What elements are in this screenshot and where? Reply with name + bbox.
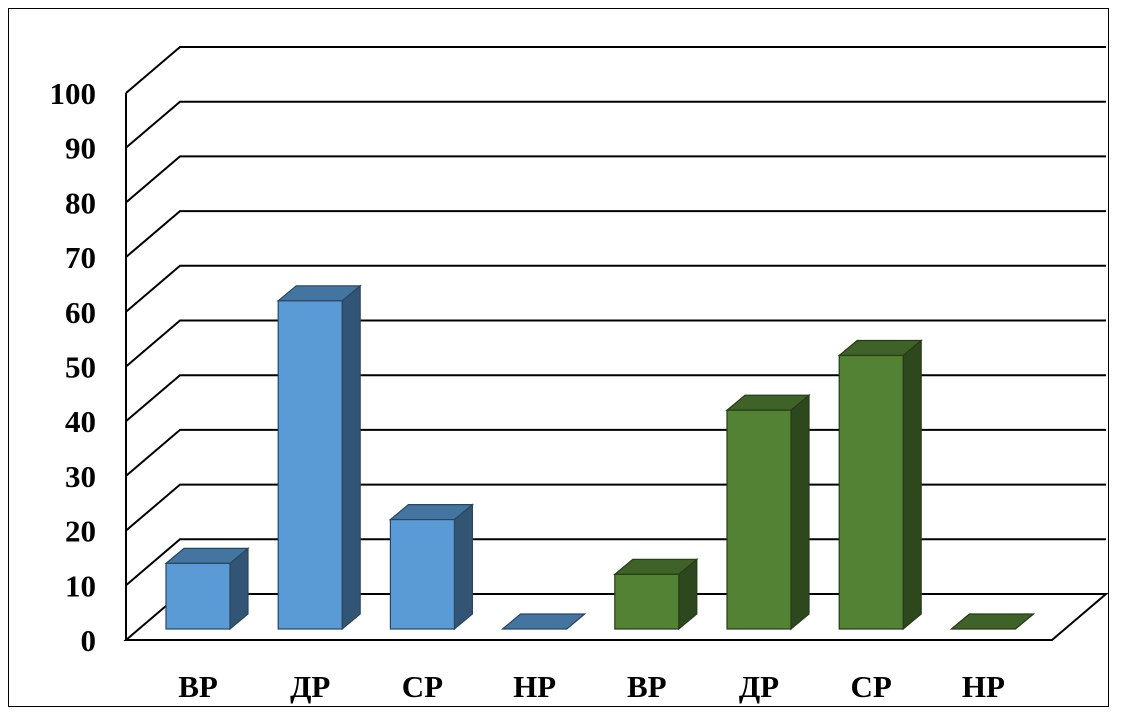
x-tick-label: ДР [739,669,779,704]
y-tick-label: 50 [65,350,96,385]
bar-side [790,393,810,631]
gridline [125,264,1106,313]
x-tick-label: ВР [178,669,218,704]
bar-front [614,573,680,630]
y-tick-label: 40 [65,404,96,439]
bar-front [389,518,455,630]
y-tick-label: 100 [50,76,97,111]
bar [388,503,475,631]
gridline [125,155,1106,204]
x-tick-label: СР [851,669,892,704]
gridline [125,428,1106,477]
gridline [125,319,1106,368]
bars [164,284,1036,631]
y-tick-label: 80 [65,185,96,220]
y-tick-label: 0 [81,623,97,658]
bar [837,339,923,631]
bar-top [500,613,587,630]
y-axis-ticks: 0 10 20 30 40 50 60 70 80 90 100 [50,76,97,658]
y-tick-label: 60 [65,295,96,330]
x-tick-label: ДР [290,669,330,704]
gridlines [125,46,1106,640]
y-tick-label: 20 [65,514,96,549]
bar-front [838,354,904,630]
y-tick-label: 70 [65,240,96,275]
bar [613,558,699,631]
bar-side [341,284,361,631]
gridline [125,210,1106,258]
y-tick-label: 90 [65,131,96,166]
bar [276,284,362,631]
bar-side [902,339,922,631]
y-tick-label: 10 [65,568,96,603]
bar-front [277,300,343,630]
x-tick-label: ВР [627,669,667,704]
gridline [125,100,1106,149]
bar [725,393,811,631]
x-tick-label: НР [962,669,1005,704]
x-axis-labels: ВР ДР СР НР ВР ДР СР НР [178,669,1005,704]
bar-front [165,562,231,630]
bar-side [453,503,473,631]
gridline [125,46,1106,94]
x-tick-label: СР [402,669,443,704]
bar-front [726,409,792,630]
x-tick-label: НР [513,669,556,704]
y-tick-label: 30 [65,459,96,494]
bar [500,613,587,630]
gridline [125,483,1106,532]
bar-top [949,613,1036,630]
bar [949,613,1036,630]
bar [164,547,250,631]
gridline [125,374,1106,422]
